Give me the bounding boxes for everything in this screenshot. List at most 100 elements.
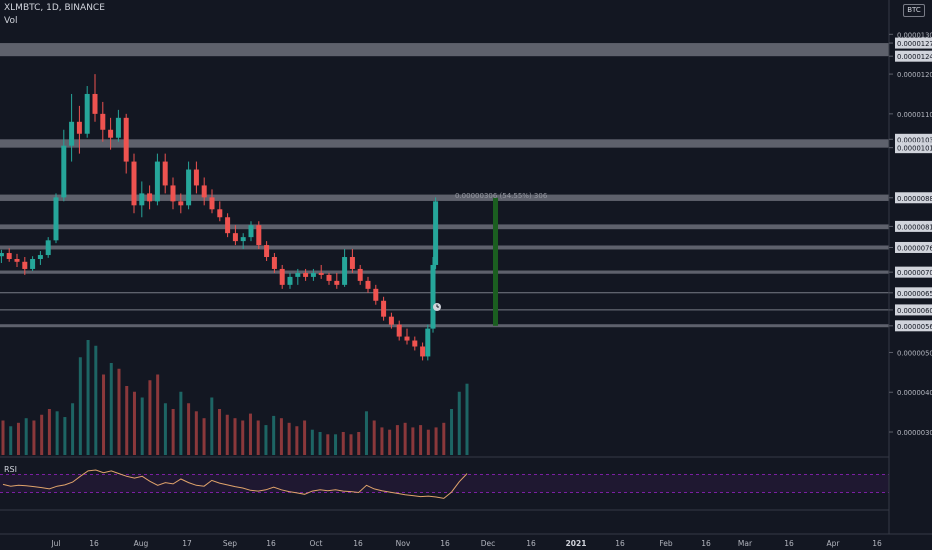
candle-48[interactable] (349, 249, 355, 273)
candle-39[interactable] (279, 264, 285, 289)
zone-5[interactable] (0, 270, 889, 274)
x-tick-label-7: 16 (353, 539, 363, 548)
candle-4[interactable] (6, 248, 12, 262)
zone-2[interactable] (0, 194, 889, 201)
candle-59[interactable] (430, 257, 436, 333)
candle-43[interactable] (310, 268, 316, 281)
candle-52[interactable] (381, 296, 387, 321)
candle-19[interactable] (123, 113, 129, 174)
volume-bar-6 (47, 409, 51, 455)
candle-32[interactable] (225, 213, 231, 238)
y-tick-label-13: 0.00000607 (897, 307, 932, 315)
volume-bar-43 (334, 434, 338, 455)
volume-bar-47 (364, 411, 368, 455)
candle-36[interactable] (256, 221, 262, 250)
volume-label[interactable]: Vol (4, 16, 18, 26)
candle-10[interactable] (53, 193, 59, 244)
volume-bars (1, 340, 469, 455)
rsi-label[interactable]: RSI (4, 465, 17, 474)
candle-17[interactable] (108, 117, 114, 150)
measure-tool[interactable] (493, 197, 498, 326)
candle-30[interactable] (209, 189, 215, 214)
candle-54[interactable] (396, 320, 402, 341)
candle-7[interactable] (30, 256, 36, 271)
price-tag-bg-13 (895, 304, 932, 316)
candle-47[interactable] (342, 249, 348, 287)
candle-57[interactable] (420, 342, 426, 361)
candlesticks (0, 74, 439, 361)
candle-28[interactable] (193, 161, 199, 194)
candle-55[interactable] (404, 328, 410, 345)
x-tick-label-10: Dec (481, 539, 496, 548)
candle-37[interactable] (264, 241, 270, 261)
candle-25[interactable] (170, 177, 176, 210)
candle-21[interactable] (139, 181, 145, 218)
volume-bar-2 (16, 422, 20, 455)
candle-9[interactable] (45, 237, 51, 258)
candle-11[interactable] (61, 129, 67, 202)
candle-45[interactable] (326, 272, 332, 285)
symbol-title[interactable]: XLMBTC, 1D, BINANCE (4, 3, 105, 13)
volume-bar-24 (187, 403, 191, 455)
rsi-panel (0, 456, 889, 511)
price-axis: 0.000013000.00001278 0.00001245 0.00001200… (888, 0, 932, 534)
candle-3[interactable] (0, 249, 4, 263)
candle-58[interactable] (425, 324, 431, 361)
candle-53[interactable] (388, 312, 394, 329)
y-tick-label-6: 0.00001036 (897, 136, 932, 144)
candle-29[interactable] (201, 177, 207, 206)
candle-26[interactable] (178, 193, 184, 214)
candle-6[interactable] (22, 257, 28, 275)
candle-50[interactable] (365, 276, 371, 293)
candle-12[interactable] (69, 93, 75, 162)
volume-bar-45 (349, 434, 353, 455)
volume-bar-32 (248, 413, 252, 455)
volume-bar-53 (411, 427, 415, 455)
candle-60[interactable] (433, 197, 439, 269)
candle-34[interactable] (240, 233, 246, 250)
volume-bar-10 (78, 357, 82, 455)
candle-51[interactable] (373, 284, 379, 305)
candle-13[interactable] (76, 105, 82, 154)
zone-4[interactable] (0, 245, 889, 250)
candle-15[interactable] (92, 74, 98, 122)
zone-3[interactable] (0, 224, 889, 230)
volume-bar-44 (341, 432, 345, 455)
candle-40[interactable] (287, 272, 293, 289)
candle-35[interactable] (248, 221, 254, 242)
candle-56[interactable] (412, 336, 418, 351)
zone-1[interactable] (0, 139, 889, 148)
volume-bar-42 (326, 434, 330, 455)
candle-22[interactable] (147, 185, 153, 210)
candle-33[interactable] (232, 225, 238, 246)
candle-41[interactable] (295, 268, 301, 285)
volume-bar-8 (63, 417, 67, 455)
currency-badge[interactable]: BTC (903, 4, 925, 17)
x-tick-label-12: 2021 (566, 539, 587, 548)
rsi-line[interactable] (2, 469, 468, 499)
price-tag-bg-6 (895, 133, 932, 145)
candle-46[interactable] (334, 272, 340, 289)
candle-20[interactable] (131, 153, 137, 214)
candle-14[interactable] (84, 86, 90, 138)
candle-16[interactable] (100, 101, 106, 142)
candle-27[interactable] (186, 161, 192, 210)
candle-5[interactable] (14, 253, 20, 267)
price-tag-bg-3 (895, 50, 932, 62)
candle-31[interactable] (217, 201, 223, 222)
candle-38[interactable] (271, 253, 277, 273)
candle-23[interactable] (154, 153, 160, 206)
candle-49[interactable] (357, 264, 363, 285)
x-tick-label-6: Oct (310, 539, 323, 548)
volume-bar-60 (465, 383, 469, 455)
candle-24[interactable] (162, 153, 168, 194)
candle-44[interactable] (318, 264, 324, 279)
candle-18[interactable] (115, 109, 121, 142)
zone-6[interactable] (0, 324, 889, 328)
candle-42[interactable] (303, 268, 309, 281)
candle-8[interactable] (37, 251, 43, 265)
zone-0[interactable] (0, 43, 889, 57)
alert-clock-icon[interactable] (433, 303, 441, 311)
